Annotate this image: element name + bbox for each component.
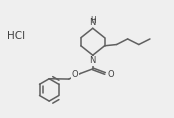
Text: H: H [90,16,96,25]
Text: N: N [90,18,96,27]
Text: N: N [90,56,96,65]
Text: O: O [72,70,78,79]
Text: HCl: HCl [7,31,25,41]
Text: O: O [107,70,114,79]
